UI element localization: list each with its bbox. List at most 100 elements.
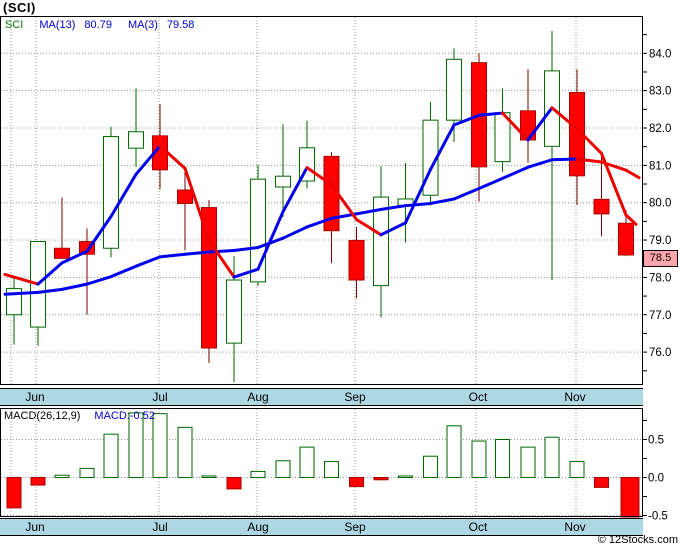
ma3-segment (85, 215, 113, 253)
candle (250, 178, 266, 283)
ma13-segment (36, 287, 64, 294)
candle (177, 189, 193, 204)
macd-bar (620, 477, 640, 518)
candle (275, 175, 291, 188)
ma3-segment (109, 172, 138, 219)
ma13-segment (404, 201, 432, 208)
y-axis-label: 84.0 (649, 48, 671, 60)
macd-params-label: MACD(26,12,9) (4, 410, 81, 422)
ma3-value: 79.58 (166, 19, 195, 31)
macd-bar (152, 413, 168, 479)
y-axis-label: 82.0 (649, 123, 671, 135)
month-label: Nov (564, 520, 586, 534)
ma3-segment (256, 210, 285, 271)
ma3-segment (281, 166, 309, 214)
ma13-segment (550, 157, 579, 162)
ma3-segment (3, 272, 40, 286)
ma13-segment (624, 168, 641, 180)
ma13-segment (477, 176, 504, 191)
candle (593, 198, 610, 215)
ma3-segment (183, 166, 211, 242)
ma3-segment (232, 267, 260, 279)
y-axis-label: 81.0 (649, 160, 671, 172)
macd-axis-label: 0.5 (648, 435, 664, 447)
macd-bar (495, 439, 510, 478)
month-label: Sep (344, 520, 366, 534)
candle (569, 92, 585, 177)
candle (226, 279, 242, 344)
macd-bar (103, 433, 119, 478)
last-price-badge: 78.5 (643, 250, 678, 267)
ma3-segment (429, 123, 456, 171)
macd-bar (594, 477, 609, 488)
macd-bar (30, 477, 46, 486)
ma3-segment (600, 151, 628, 217)
macd-bar (569, 461, 585, 479)
macd-bar (446, 425, 462, 479)
candle (618, 222, 634, 256)
ma13-segment (183, 250, 211, 256)
macd-value-label: MACD:-0.52 (94, 410, 155, 422)
macd-axis-label: 0.0 (648, 473, 664, 485)
ma13-segment (60, 282, 89, 291)
macd-bar (423, 455, 438, 479)
month-axis-macd: Jun Jul Aug Sep Oct Nov (0, 518, 643, 536)
ma13-segment (452, 187, 481, 201)
macd-bar (177, 426, 193, 478)
y-axis-label: 83.0 (649, 86, 671, 98)
ma3-segment (550, 106, 579, 131)
ma3-segment (477, 111, 504, 117)
month-label: Jun (25, 520, 45, 534)
month-label: Aug (247, 390, 269, 404)
ma3-segment (379, 221, 407, 237)
month-label: Nov (564, 390, 586, 404)
macd-bar (275, 460, 291, 478)
candle (54, 247, 70, 259)
price-panel-border (0, 16, 643, 385)
ma3-segment (404, 167, 432, 225)
ma13-segment (379, 204, 407, 211)
month-label: Jun (25, 390, 45, 404)
y-axis-label: 77.0 (649, 310, 671, 322)
macd-bar (250, 470, 266, 479)
ma3-segment (526, 106, 554, 142)
ma13-segment (3, 290, 40, 296)
month-label: Jul (152, 390, 168, 404)
macd-legend: MACD(26,12,9) MACD:-0.52 (4, 410, 155, 422)
y-axis-label: 80.0 (649, 198, 671, 210)
ma13-segment (109, 264, 138, 279)
candle (128, 131, 144, 149)
macd-bar (6, 477, 22, 509)
candle (348, 239, 365, 281)
macd-bar (373, 477, 389, 481)
ma13-segment (85, 275, 113, 286)
y-axis-label: 79.0 (649, 235, 671, 247)
macd-bar (299, 446, 315, 479)
ma3-segment (134, 144, 162, 176)
y-axis-label: 76.0 (649, 347, 671, 359)
y-axis-label: 78.0 (649, 272, 671, 284)
ma3-segment (158, 144, 187, 170)
ma13-segment (575, 157, 603, 164)
candle (201, 207, 217, 349)
macd-bar (544, 436, 560, 478)
ma3-segment (305, 166, 333, 187)
ma3-segment (36, 261, 64, 286)
macd-bar (520, 446, 536, 479)
month-label: Oct (468, 390, 488, 404)
month-label: Aug (247, 520, 269, 534)
macd-bar (201, 475, 217, 479)
ma3-segment (355, 218, 383, 237)
candle (446, 58, 462, 121)
ma13-segment (281, 225, 309, 240)
macd-panel-border (0, 408, 643, 517)
ma13-segment (429, 197, 456, 205)
candle (103, 136, 119, 249)
candle (373, 196, 389, 287)
macd-bar (79, 467, 95, 479)
macd-bar (324, 461, 339, 479)
ma13-value: 80.79 (84, 19, 112, 31)
price-chart-legend: SCI MA(13) 80.79 MA(3) 79.58 (5, 19, 210, 31)
